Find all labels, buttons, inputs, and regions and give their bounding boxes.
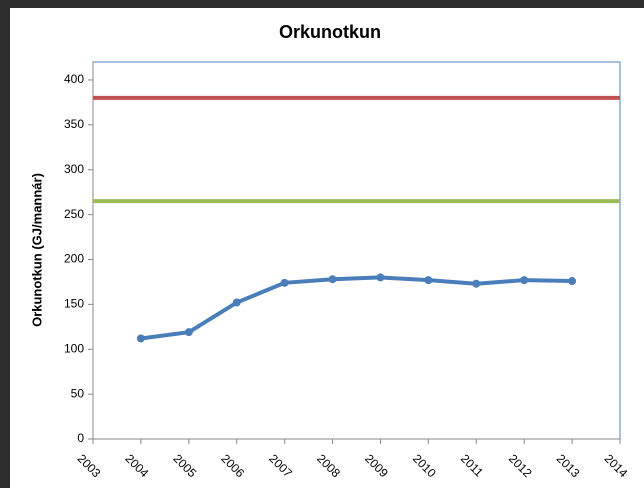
chart-background (10, 8, 644, 488)
y-tick-label: 200 (64, 252, 84, 266)
point (328, 275, 337, 284)
point (280, 278, 289, 287)
y-tick-label: 150 (64, 297, 84, 311)
series-line (140, 275, 573, 341)
point (136, 334, 145, 343)
point (472, 279, 481, 288)
point (520, 276, 529, 285)
point (424, 276, 433, 285)
y-axis-label: Orkunotkun (GJ/mannár) (29, 173, 44, 327)
y-tick-label: 300 (64, 162, 84, 176)
point (232, 298, 241, 307)
point (376, 273, 385, 282)
chart-title: Orkunotkun (279, 22, 381, 42)
y-tick-label: 0 (77, 431, 84, 445)
y-tick-label: 400 (64, 72, 84, 86)
point (568, 277, 577, 286)
y-tick-label: 250 (64, 207, 84, 221)
y-tick-label: 100 (64, 341, 84, 355)
y-tick-label: 350 (64, 117, 84, 131)
point (184, 328, 193, 337)
y-tick-label: 50 (71, 386, 85, 400)
